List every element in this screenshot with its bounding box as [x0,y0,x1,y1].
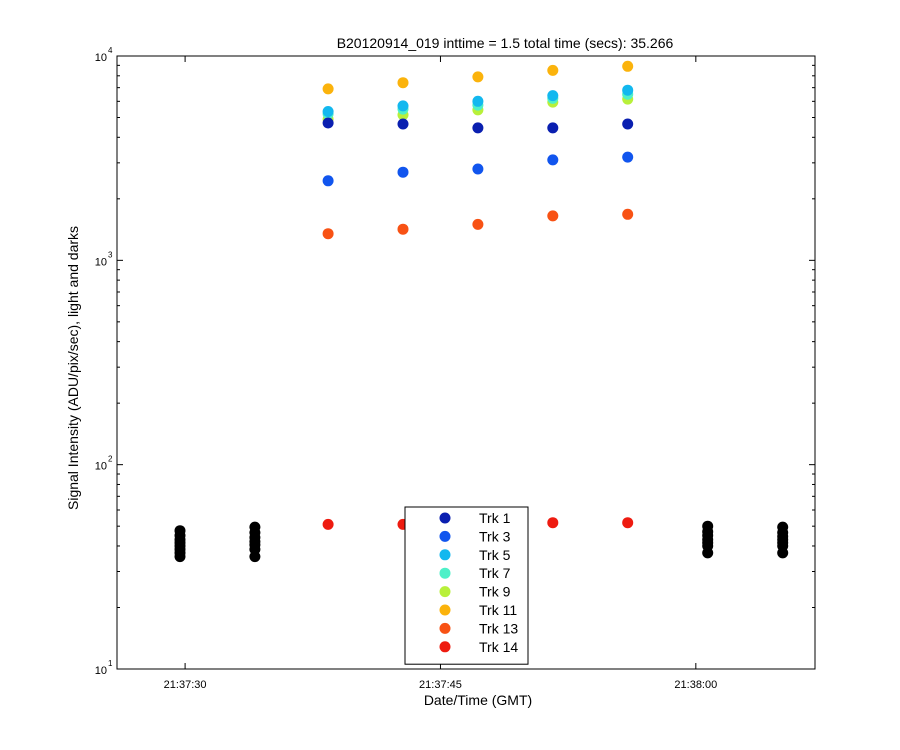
y-tick-label-base: 10 [95,256,107,268]
x-tick-labels: 21:37:30 21:37:45 21:38:00 [164,679,718,691]
point-trk-13 [397,223,409,235]
legend-label: Trk 14 [479,639,518,655]
y-tick-label-exponent: 3 [108,250,113,259]
y-tick-label-exponent: 1 [108,659,113,668]
point-trk-13 [622,208,634,220]
legend-marker [439,567,451,579]
point-trk-5 [322,106,334,117]
point-trk-1 [547,122,559,134]
legend-marker [439,604,451,616]
legend-box [404,506,529,665]
legend-marker [439,549,451,561]
legend-label: Trk 13 [479,620,518,636]
point-trk-11 [472,71,484,83]
legend-marker [439,530,451,542]
legend-marker [439,622,451,634]
legend-label: Trk 9 [479,584,511,600]
point-dark [702,547,714,559]
legend-marker [439,586,451,598]
point-trk-5 [547,90,559,102]
point-trk-5 [622,84,634,96]
plot-frame [116,55,816,670]
y-tick-label-exponent: 4 [108,46,113,55]
legend-marker [439,512,451,524]
point-trk-14 [547,517,559,529]
y-tick-label-base: 10 [95,52,107,64]
point-trk-5 [397,100,409,112]
x-tick-label: 21:37:45 [419,679,462,691]
point-dark [249,551,261,563]
y-tick-label-base: 10 [95,461,107,473]
legend-label: Trk 11 [479,602,517,618]
point-trk-14 [622,517,634,529]
legend-label: Trk 7 [479,565,511,581]
point-trk-11 [622,60,634,72]
point-trk-13 [322,228,334,240]
point-trk-13 [547,210,559,222]
y-tick-label-exponent: 2 [108,455,113,464]
point-trk-3 [547,154,559,166]
legend: Trk 1 Trk 3 Trk 5 Trk 7 Trk 9 Trk 11 Trk 13 Trk… [404,506,529,665]
legend-label: Trk 1 [479,510,511,526]
point-trk-11 [397,77,409,89]
x-tick-label: 21:38:00 [674,679,717,691]
point-trk-3 [622,151,634,163]
point-trk-1 [322,117,334,129]
point-trk-11 [322,83,334,95]
point-trk-3 [322,175,334,187]
chart-title: B20120914_019 inttime = 1.5 total time (… [337,35,674,51]
x-tick-label: 21:37:30 [164,679,207,691]
point-trk-1 [397,118,409,130]
point-dark [777,547,789,559]
point-trk-14 [322,518,334,530]
legend-label: Trk 5 [479,547,511,563]
point-trk-1 [472,122,484,134]
point-trk-11 [547,64,559,76]
legend-marker [439,641,451,653]
point-dark [174,551,186,563]
point-trk-5 [472,95,484,107]
legend-label: Trk 3 [479,528,511,544]
x-axis-label: Date/Time (GMT) [424,692,532,708]
point-trk-1 [622,118,634,130]
y-axis-label: Signal Intensity (ADU/pix/sec), light an… [65,226,81,510]
point-trk-13 [472,218,484,230]
point-trk-3 [472,163,484,175]
y-tick-label-base: 10 [95,665,107,677]
point-trk-3 [397,166,409,178]
